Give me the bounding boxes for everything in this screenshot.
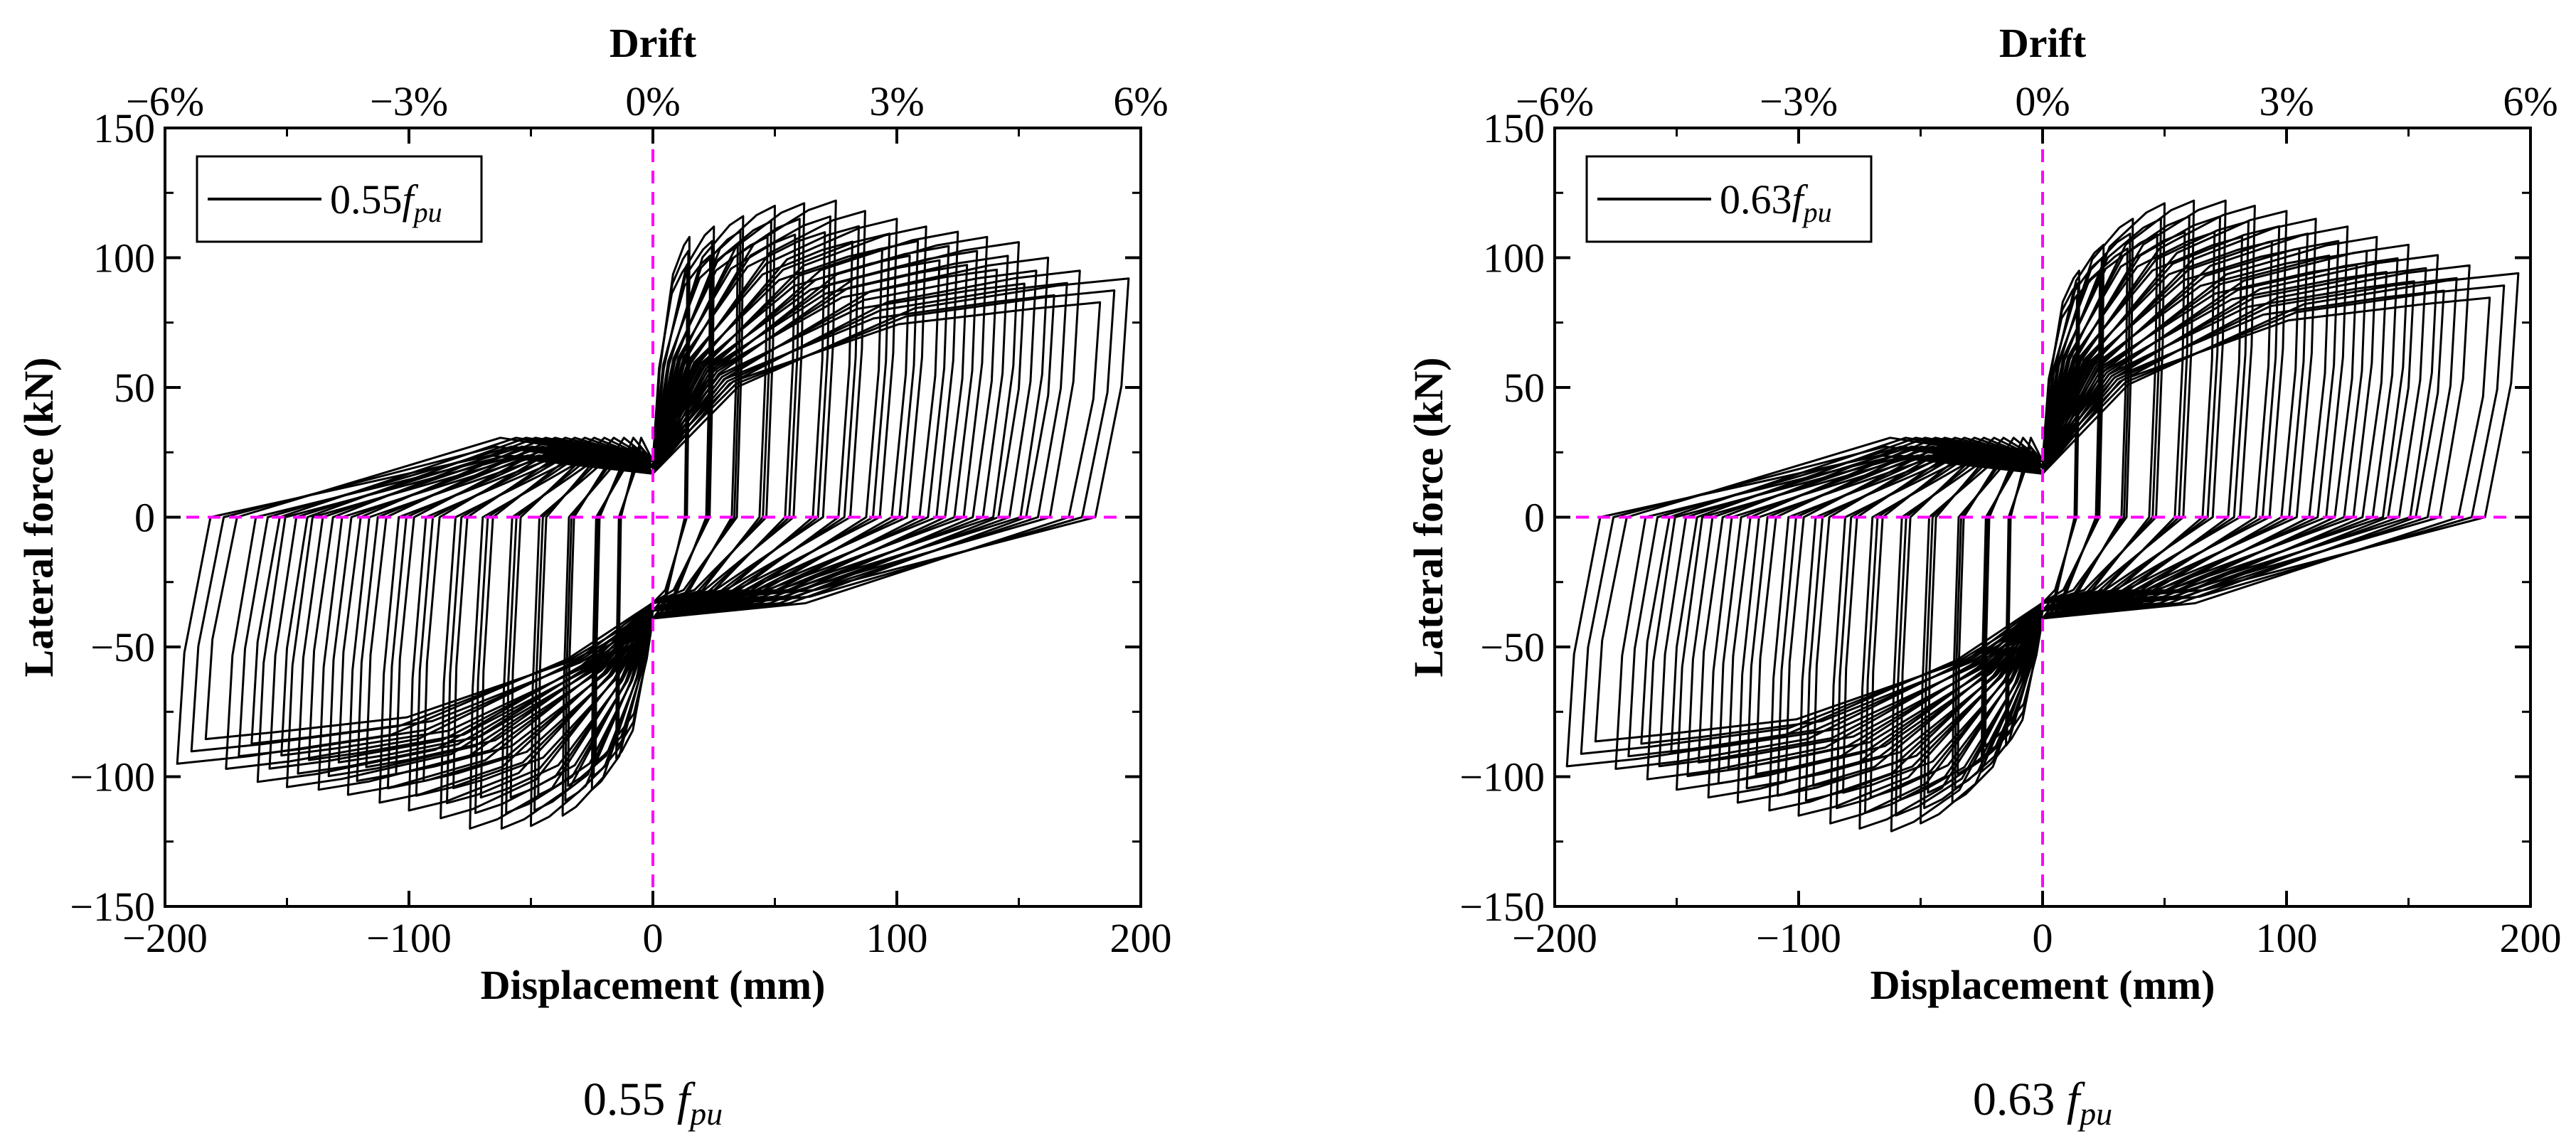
y-tick-label: 100 bbox=[1483, 235, 1545, 282]
hysteresis-loop-195mm-cycle-2 bbox=[1580, 284, 2506, 755]
x-tick-label: 0 bbox=[2033, 915, 2053, 961]
legend-value: 0.55 bbox=[330, 176, 403, 223]
legend-subscript: pu bbox=[1801, 196, 1832, 228]
x-tick-label: 100 bbox=[866, 915, 928, 961]
y-tick-label: −100 bbox=[70, 754, 155, 800]
caption-subscript: pu bbox=[2077, 1096, 2112, 1132]
legend: 0.63fpu bbox=[1585, 155, 1873, 243]
y-tick-label: −150 bbox=[70, 884, 155, 930]
figure-caption: 0.63 fpu bbox=[1973, 1073, 2112, 1132]
top-tick-label: 6% bbox=[2503, 78, 2558, 124]
y-tick-label: 150 bbox=[1483, 105, 1545, 151]
top-tick-label: 0% bbox=[625, 78, 680, 124]
hysteresis-loop-195mm-cycle-3 bbox=[204, 301, 1102, 741]
y-tick-label: −50 bbox=[1480, 624, 1545, 670]
x-tick-label: −100 bbox=[1756, 915, 1841, 961]
x-tick-label: 200 bbox=[1110, 915, 1172, 961]
x-tick-label: −200 bbox=[1512, 915, 1597, 961]
top-tick-label: 0% bbox=[2015, 78, 2070, 124]
caption-value: 0.55 bbox=[583, 1073, 677, 1125]
legend-label: 0.55fpu bbox=[330, 176, 442, 228]
hysteresis-loop-195mm-cycle-3 bbox=[1594, 296, 2491, 743]
x-tick-label: −100 bbox=[366, 915, 452, 961]
legend-subscript: pu bbox=[412, 196, 442, 228]
y-tick-label: 0 bbox=[134, 495, 155, 541]
y-tick-label: −100 bbox=[1459, 754, 1545, 800]
hysteresis-loop-195mm-cycle-2 bbox=[190, 289, 1116, 753]
x-axis-label: Displacement (mm) bbox=[1870, 962, 2215, 1008]
caption-value: 0.63 bbox=[1973, 1073, 2067, 1125]
top-axis-label: Drift bbox=[610, 20, 697, 66]
top-tick-label: 3% bbox=[869, 78, 924, 124]
legend: 0.55fpu bbox=[196, 155, 483, 243]
x-tick-label: 0 bbox=[643, 915, 664, 961]
top-tick-label: −6% bbox=[126, 78, 204, 124]
top-tick-label: 6% bbox=[1113, 78, 1168, 124]
caption-subscript: pu bbox=[688, 1096, 723, 1132]
y-tick-label: 100 bbox=[93, 235, 155, 282]
legend-value: 0.63 bbox=[1720, 176, 1792, 223]
y-tick-label: 150 bbox=[93, 105, 155, 151]
y-tick-label: 50 bbox=[114, 365, 155, 411]
top-tick-label: −6% bbox=[1516, 78, 1594, 124]
y-axis-label: Lateral force (kN) bbox=[16, 358, 62, 678]
top-tick-label: −3% bbox=[370, 78, 448, 124]
top-tick-label: −3% bbox=[1760, 78, 1838, 124]
y-tick-label: −150 bbox=[1459, 884, 1545, 930]
y-tick-label: 50 bbox=[1503, 365, 1545, 411]
top-axis-label: Drift bbox=[1999, 20, 2087, 66]
chart-panel-0p63: −200 −100 0 100 200 −6% −3% 0% 3% 6% −150 −100 −50 0 5… bbox=[1405, 20, 2562, 1132]
legend-box bbox=[1585, 155, 1873, 243]
figure-caption: 0.55 fpu bbox=[583, 1073, 723, 1132]
x-axis-label: Displacement (mm) bbox=[481, 962, 826, 1008]
x-tick-label: 100 bbox=[2256, 915, 2318, 961]
y-tick-label: −50 bbox=[90, 624, 155, 670]
y-axis-label: Lateral force (kN) bbox=[1405, 358, 1452, 678]
x-tick-label: −200 bbox=[122, 915, 208, 961]
top-tick-label: 3% bbox=[2259, 78, 2314, 124]
chart-panel-0p55: −200 −100 0 100 200 −6% −3% 0% 3% 6% −150 −100 −50 0 5… bbox=[16, 20, 1172, 1132]
x-tick-label: 200 bbox=[2500, 915, 2562, 961]
y-tick-label: 0 bbox=[1524, 495, 1545, 541]
